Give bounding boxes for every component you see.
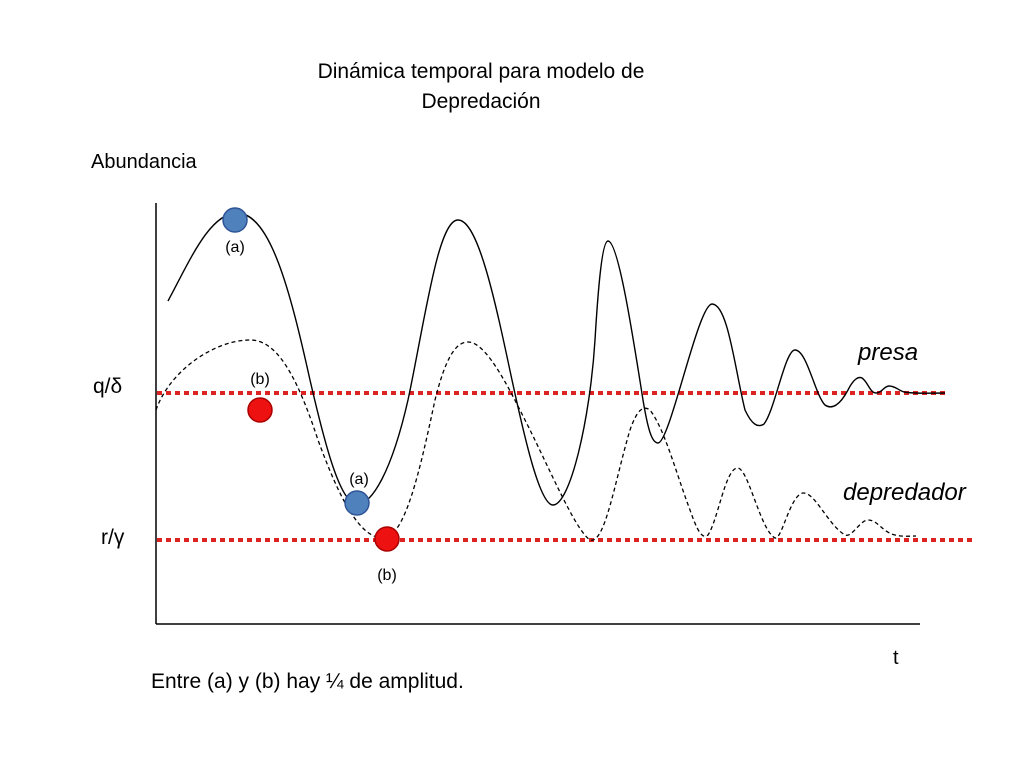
prey-equilibrium-label: q/δ [93, 375, 122, 398]
predator-curve [155, 339, 917, 541]
predator-equilibrium-label: r/γ [101, 526, 125, 549]
predator-curve-label: depredador [843, 479, 967, 506]
x-axis-label: t [893, 647, 899, 669]
predator-marker-b-top [247, 397, 273, 423]
prey-curve [167, 212, 946, 506]
prey-marker-a-top [222, 207, 248, 233]
prey-curve-label: presa [857, 339, 918, 366]
title-line-1: Dinámica temporal para modelo de [318, 60, 645, 83]
marker-a-label-top: (a) [225, 239, 245, 256]
marker-a-label-bottom: (a) [349, 471, 369, 488]
prey-marker-a-bottom [344, 490, 370, 516]
amplitude-note: Entre (a) y (b) hay ¼ de amplitud. [151, 670, 464, 693]
marker-b-label-bottom: (b) [377, 567, 397, 584]
title-line-2: Depredación [421, 90, 540, 113]
predator-marker-b-bottom [374, 526, 400, 552]
y-axis-label: Abundancia [91, 151, 198, 173]
marker-b-label-top: (b) [250, 371, 270, 388]
